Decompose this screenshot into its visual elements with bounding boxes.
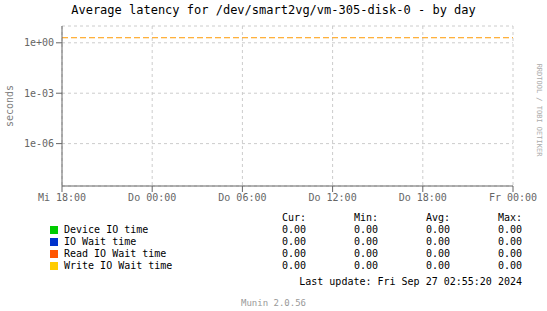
html-text:Device IO time: Device IO time (64, 224, 149, 235)
svg-text:Do 06:00: Do 06:00 (218, 192, 266, 203)
html-text:0.00: 0.00 (497, 260, 522, 271)
html-text:0.00: 0.00 (497, 224, 522, 235)
svg-text:Fr 00:00: Fr 00:00 (489, 192, 537, 203)
html-text:0.00: 0.00 (425, 260, 450, 271)
html-text:IO Wait time: IO Wait time (64, 236, 137, 247)
html-text:Max:: Max: (497, 212, 522, 223)
svg-text:1e-03: 1e-03 (24, 88, 54, 99)
html-text:0.00: 0.00 (425, 248, 450, 259)
html-text:Avg:: Avg: (425, 212, 450, 223)
html-text:RRDTOOL / TOBI OETIKER: RRDTOOL / TOBI OETIKER (535, 63, 543, 157)
html-text:0.00: 0.00 (281, 236, 306, 247)
svg-text:Do 00:00: Do 00:00 (128, 192, 176, 203)
html-text:Write IO Wait time: Write IO Wait time (64, 260, 173, 271)
html-text:Min:: Min: (353, 212, 378, 223)
html-text:Munin 2.0.56: Munin 2.0.56 (241, 298, 306, 308)
html-text:Read IO Wait time: Read IO Wait time (64, 248, 167, 259)
html-text:0.00: 0.00 (281, 260, 306, 271)
html-text:0.00: 0.00 (425, 224, 450, 235)
html-text:0.00: 0.00 (497, 236, 522, 247)
html-text:0.00: 0.00 (425, 236, 450, 247)
html-text:0.00: 0.00 (281, 248, 306, 259)
svg-text:Mi 18:00: Mi 18:00 (38, 192, 86, 203)
html-text:0.00: 0.00 (353, 260, 378, 271)
svg-text:1e+00: 1e+00 (24, 37, 54, 48)
svg-text:seconds: seconds (8, 85, 15, 127)
html-text:0.00: 0.00 (353, 236, 378, 247)
html-text:Average latency for /dev/smart: Average latency for /dev/smart2vg/vm-305… (71, 3, 476, 17)
svg-text:1e-06: 1e-06 (24, 138, 54, 149)
html-text:Cur:: Cur: (281, 212, 306, 223)
html-text:Last update: Fri Sep 27 02:55:: Last update: Fri Sep 27 02:55:20 2024 (299, 276, 522, 287)
html-text:0.00: 0.00 (281, 224, 306, 235)
svg-text:Do 12:00: Do 12:00 (309, 192, 357, 203)
html-text:0.00: 0.00 (353, 224, 378, 235)
html-text:0.00: 0.00 (353, 248, 378, 259)
svg-text:Do 18:00: Do 18:00 (399, 192, 447, 203)
html-text:0.00: 0.00 (497, 248, 522, 259)
